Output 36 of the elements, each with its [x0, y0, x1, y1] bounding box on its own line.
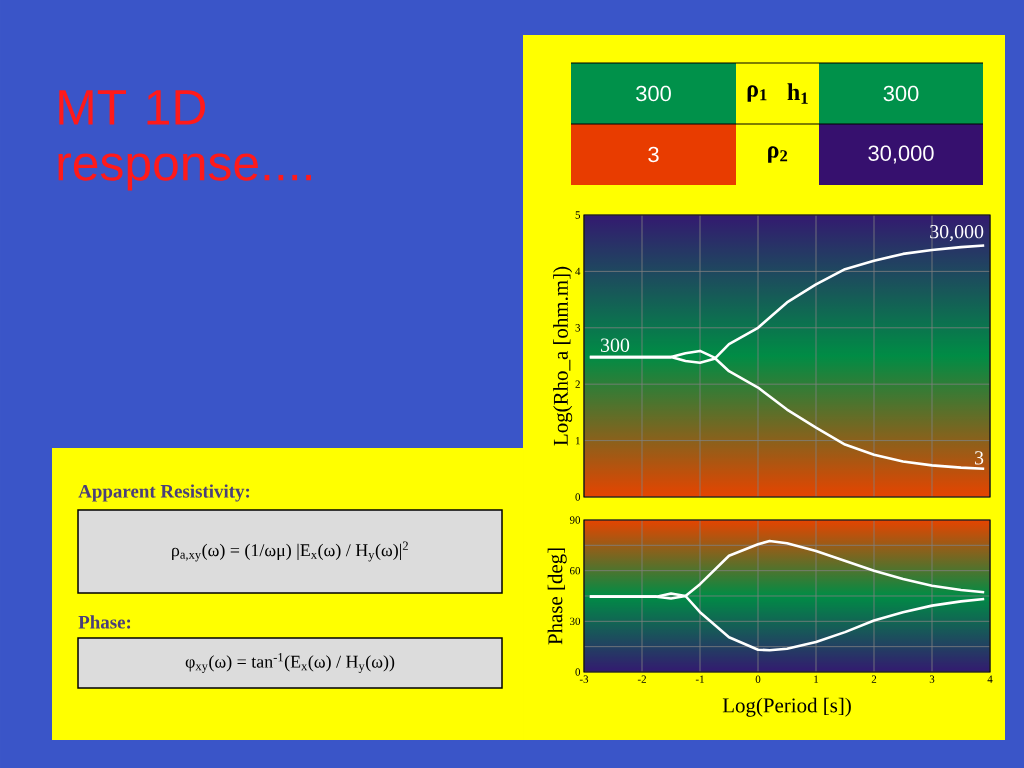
y-tick-label: 1	[575, 436, 580, 445]
x-tick-label: -3	[579, 675, 589, 683]
x-tick-label: 2	[871, 675, 877, 683]
text: ρ$_{2}$	[768, 146, 788, 163]
x-tick-label: 3	[929, 675, 935, 683]
y-tick-label: 2	[575, 380, 580, 388]
y-axis-title: Log(Rho_a [ohm.m])	[553, 266, 573, 446]
x-tick-label: -2	[637, 675, 646, 683]
text: ρ$_{a,xy}$(ω) = (1/ωμ) |E$_{x}$(ω) / H$_{y}$(ω)|$^{2}$	[172, 541, 408, 562]
text: h$_{1}$	[787, 83, 808, 104]
x-tick-label: -1	[695, 675, 704, 683]
text: 300	[883, 85, 919, 102]
annotation: 300	[600, 338, 630, 352]
y-tick-label: 0	[575, 493, 581, 501]
y-tick-label: 3	[575, 324, 581, 332]
y-tick-label: 30	[570, 617, 581, 626]
text: 3	[648, 146, 659, 163]
series-label: 30,000	[930, 224, 984, 242]
x-tick-label: 4	[987, 675, 993, 683]
y-tick-label: 5	[575, 211, 581, 219]
text: MT 1D response....	[58, 90, 311, 191]
x-tick-label: 0	[755, 675, 761, 683]
text: 300	[636, 85, 671, 102]
series-label: 3	[975, 451, 984, 465]
text: ρ$_{1}$	[747, 85, 767, 102]
y-tick-label: 4	[575, 267, 581, 275]
y-tick-label: 0	[575, 668, 581, 676]
text: Phase:	[78, 615, 131, 629]
y-tick-label: 90	[569, 516, 581, 524]
x-axis-title: Log(Period [s])	[722, 697, 851, 717]
y-tick-label: 60	[570, 566, 581, 575]
text: φ$_{xy}$(ω) = tan$^{-1}$(E$_{x}$(ω) / H$_{y}$(ω))	[185, 653, 395, 673]
x-tick-label: 1	[814, 675, 819, 683]
text: 30,000	[868, 145, 934, 164]
y-axis-title: Phase [deg]	[547, 548, 567, 645]
text: Apparent Resistivity:	[78, 484, 250, 502]
